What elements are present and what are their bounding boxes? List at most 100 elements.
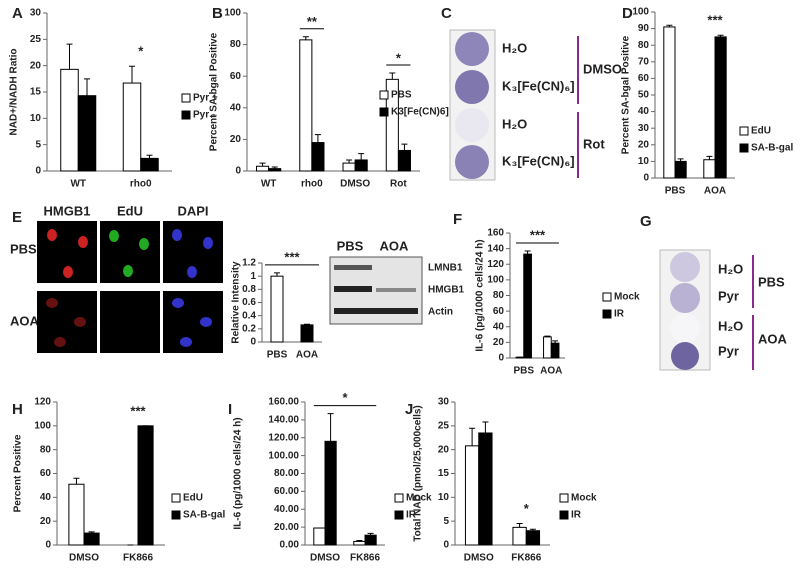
y-tick-label: 20.00 <box>274 522 299 533</box>
bar <box>543 336 552 359</box>
y-axis-label: IL-6 (pg/1000 cells/24 h) <box>475 239 486 351</box>
group-label: PBS <box>758 274 785 289</box>
blot-column: PBS <box>337 238 364 253</box>
row-label: K₃[Fe(CN)₆] <box>502 78 575 93</box>
legend-swatch <box>602 309 612 319</box>
column-label: EdU <box>117 203 143 218</box>
y-tick-label: 100 <box>224 8 241 19</box>
x-tick-label: DMSO <box>69 553 99 564</box>
bar <box>464 445 480 546</box>
error-bar <box>88 531 95 534</box>
error-bar <box>259 162 266 167</box>
bar <box>525 530 541 546</box>
error-bar <box>358 153 365 160</box>
y-tick-label: 0.4 <box>242 310 256 321</box>
legend-label: EdU <box>751 126 771 137</box>
y-tick-label: 60 <box>40 468 52 479</box>
bar <box>674 160 687 179</box>
error-bar <box>524 250 531 255</box>
error-bar <box>129 65 135 84</box>
panel-label: A <box>12 5 23 22</box>
bar <box>523 253 532 359</box>
legend-swatch <box>379 90 389 100</box>
error-bar <box>356 540 363 542</box>
x-tick-label: FK866 <box>511 553 541 564</box>
y-tick-label: 0 <box>498 353 504 364</box>
panel-label: B <box>212 5 223 22</box>
legend-swatch <box>181 93 191 103</box>
x-tick-label: rho0 <box>130 179 152 190</box>
legend-label: PBS <box>391 90 412 101</box>
y-tick-label: 40 <box>638 106 650 117</box>
bar <box>299 39 313 172</box>
error-bar <box>367 532 374 536</box>
bar <box>364 534 377 546</box>
band <box>376 288 416 292</box>
error-bar <box>544 335 551 337</box>
y-tick-label: 10 <box>638 156 650 167</box>
well <box>455 145 489 179</box>
error-bar <box>469 427 476 446</box>
column-label: HMGB1 <box>44 203 91 218</box>
bar <box>512 526 527 546</box>
panel-c: C H₂O K₃[Fe(CN)₆] H₂O K₃[Fe(CN)₆] DMSO R… <box>441 5 622 181</box>
y-tick-label: 100 <box>34 420 51 431</box>
legend-label: Mock <box>571 493 597 504</box>
y-tick-label: 0.6 <box>242 297 256 308</box>
y-tick-label: 80 <box>40 444 52 455</box>
significance: * <box>524 501 530 516</box>
row-label: H₂O <box>718 261 743 276</box>
y-tick-label: 5 <box>443 516 449 527</box>
legend-label: SA-B-gal <box>751 143 793 154</box>
y-tick-label: 15 <box>30 87 42 98</box>
row-label: Pyr <box>718 343 739 358</box>
error-bar <box>677 158 684 162</box>
error-bar <box>274 272 280 277</box>
y-tick-label: 100 <box>487 275 504 286</box>
bar <box>714 36 727 179</box>
y-tick-label: 80 <box>493 290 505 301</box>
legend-label: IR <box>571 510 582 521</box>
x-tick-label: PBS <box>513 366 534 377</box>
x-tick-label: AOA <box>296 350 318 361</box>
well <box>670 313 700 343</box>
x-tick-label: FK866 <box>350 553 380 564</box>
legend-label: Pyr - <box>193 110 215 121</box>
legend-swatch <box>394 510 404 520</box>
y-tick-label: 0.8 <box>242 284 256 295</box>
y-tick-label: 160 <box>487 228 504 239</box>
y-tick-label: 40 <box>40 492 52 503</box>
row-label: K₃[Fe(CN)₆] <box>502 153 575 168</box>
y-tick-label: 80.00 <box>274 468 299 479</box>
panel-label: J <box>405 401 413 418</box>
y-tick-label: 20 <box>30 60 42 71</box>
bar <box>353 540 366 546</box>
legend-label: EdU <box>183 493 203 504</box>
error-bar <box>66 43 73 70</box>
row-label: AOA <box>10 313 40 328</box>
bar <box>68 483 85 546</box>
error-bar <box>717 34 724 37</box>
nuclei <box>46 229 213 347</box>
blot-row: HMGB1 <box>428 285 465 296</box>
blot-column: AOA <box>380 238 410 253</box>
error-bar <box>666 24 673 27</box>
y-axis-label: IL-6 (pg/1000 cells/24 h) <box>233 417 244 529</box>
legend-swatch <box>559 493 569 503</box>
error-bar <box>516 523 523 528</box>
bar <box>140 157 159 172</box>
error-bar <box>552 340 559 344</box>
x-tick-label: Rot <box>390 179 407 190</box>
x-tick-label: PBS <box>665 186 686 197</box>
bar <box>256 165 270 172</box>
bar <box>270 275 284 343</box>
legend-label: Mock <box>406 493 432 504</box>
significance: *** <box>707 13 723 28</box>
bar <box>137 425 154 546</box>
error-bar <box>706 155 713 160</box>
legend-swatch <box>602 292 612 302</box>
bar <box>324 440 337 546</box>
group-label: AOA <box>758 331 788 346</box>
bar <box>550 342 560 359</box>
legend-swatch <box>739 126 749 136</box>
